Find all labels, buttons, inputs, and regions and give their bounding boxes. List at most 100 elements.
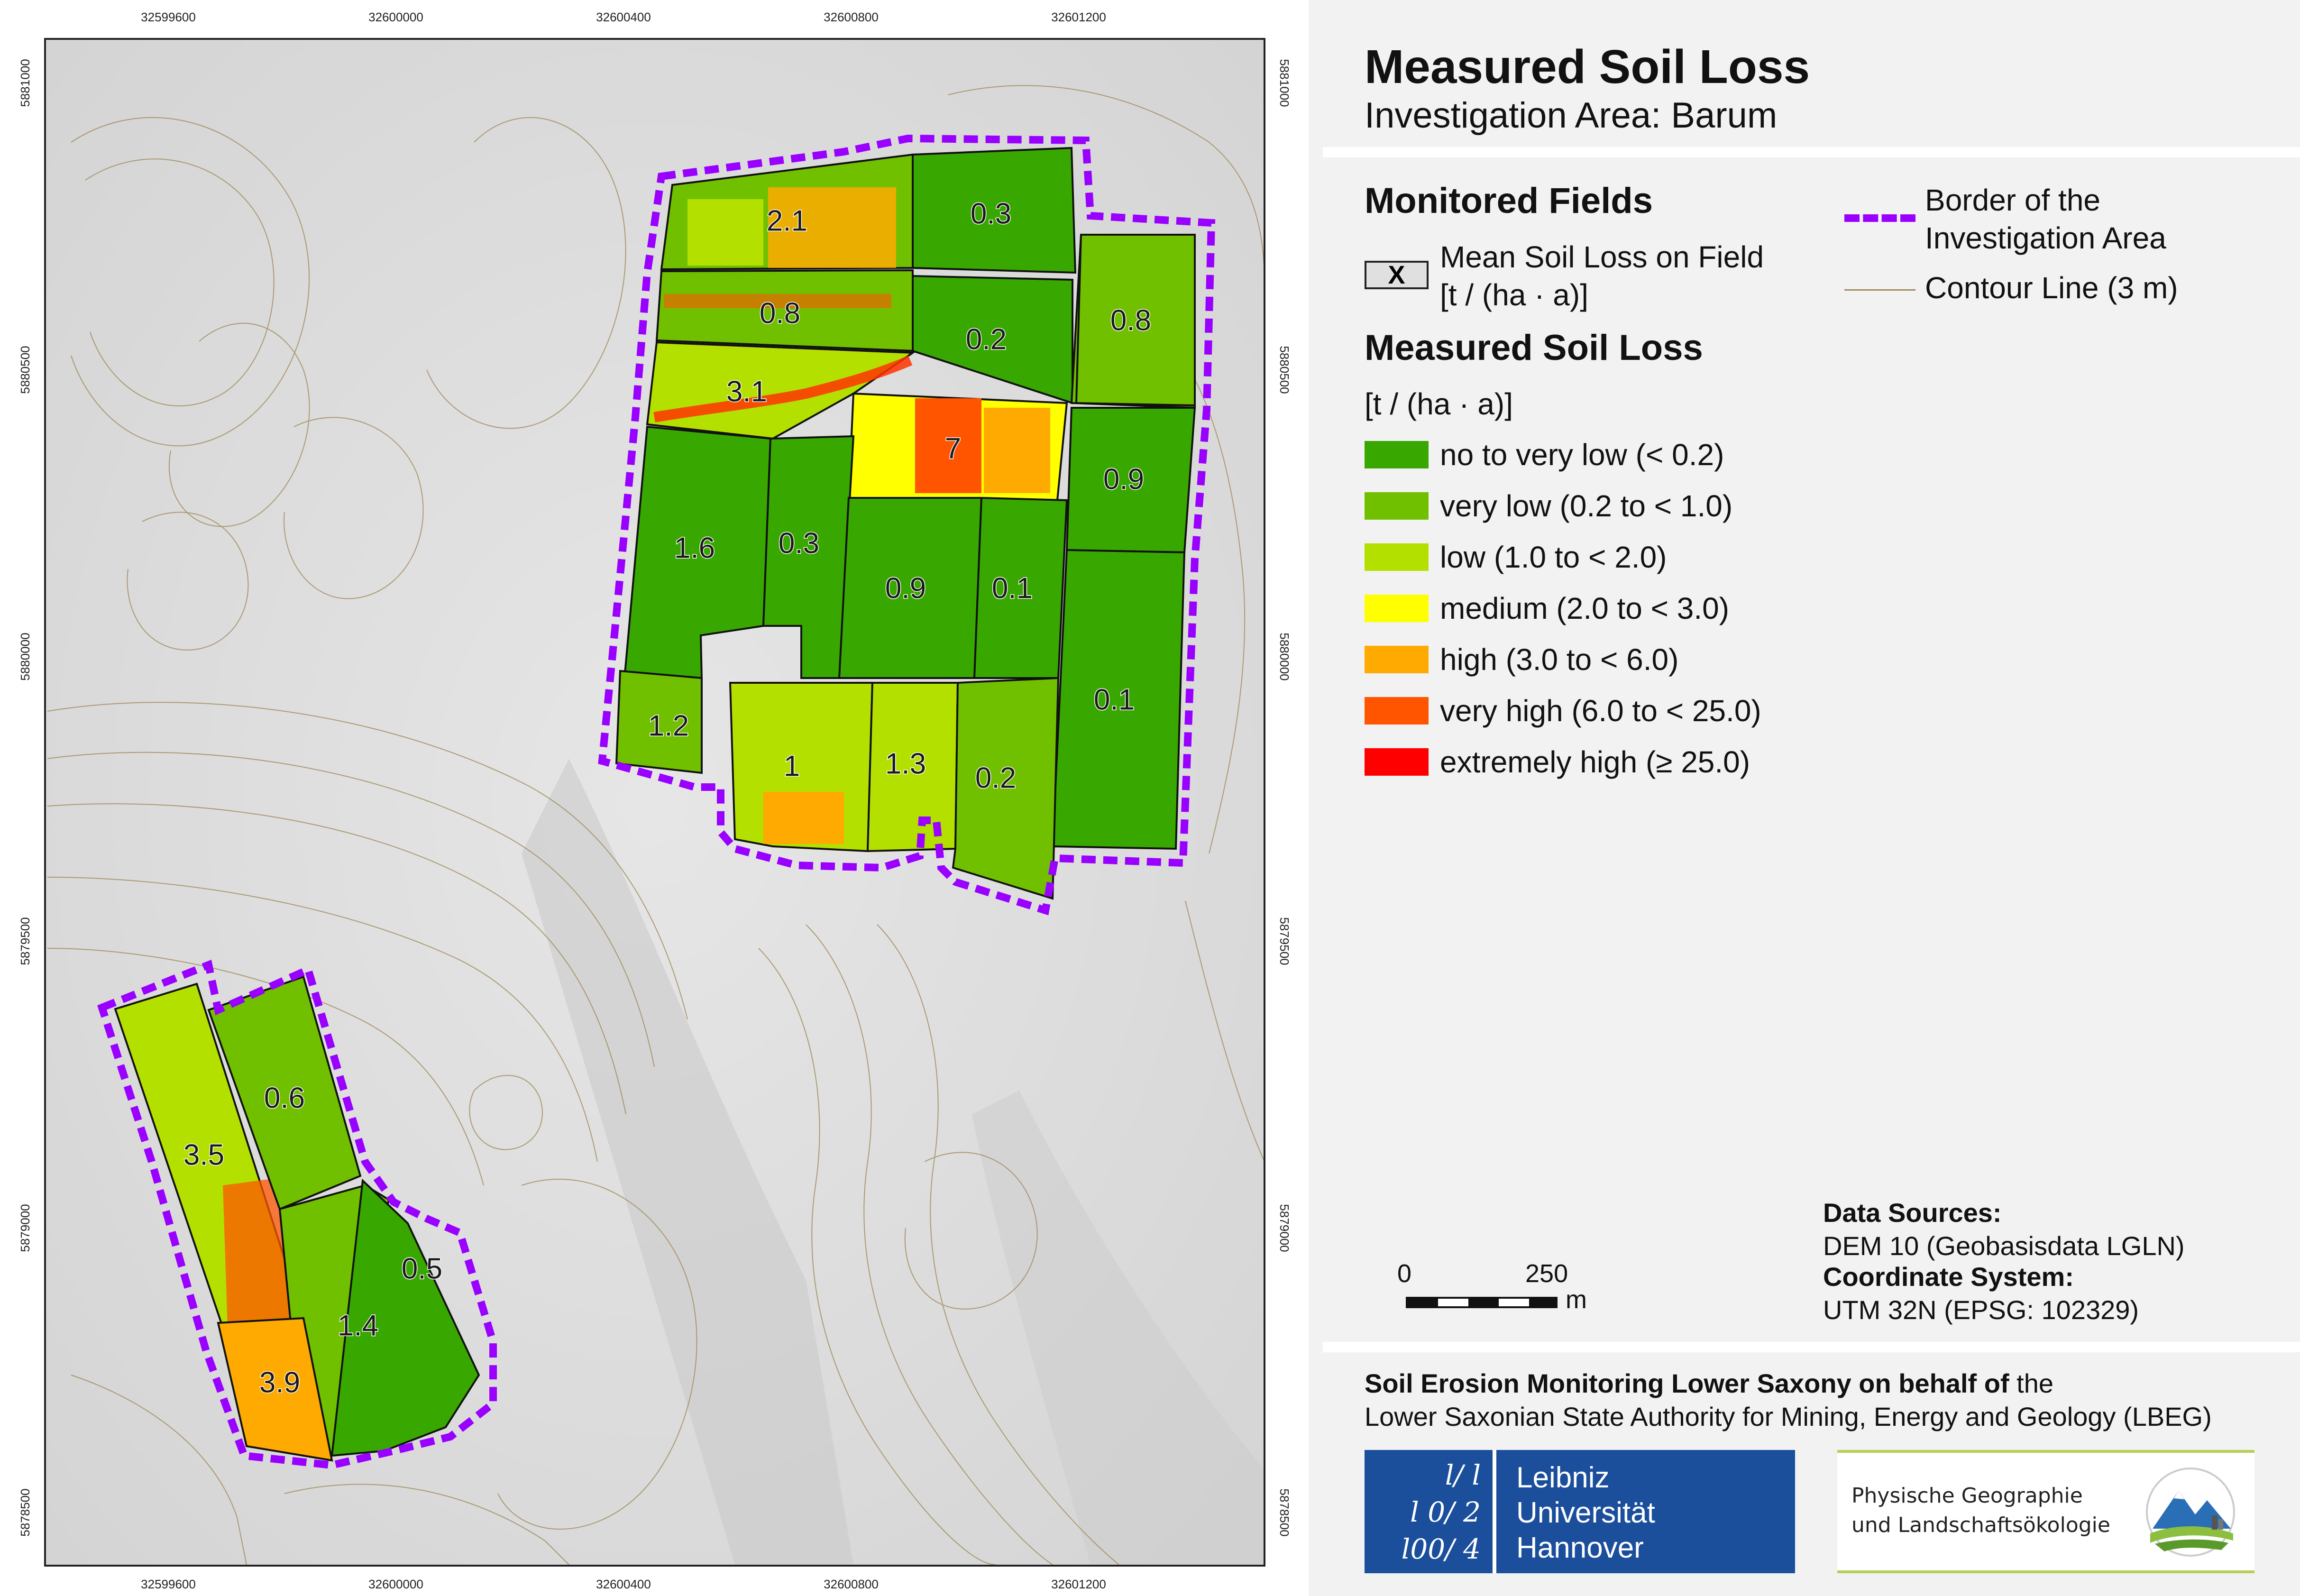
- field-label: 0.6: [264, 1082, 305, 1114]
- contour-line: [71, 1375, 247, 1565]
- border-legend-symbol: [1844, 214, 1915, 222]
- field-label: 0.8: [1110, 304, 1151, 337]
- map-frame[interactable]: 2.1 0.3 0.8 0.2 0.8 3.1 7 0.9 1.6 0.3 0.…: [0, 0, 1309, 1596]
- field-hotspot: [915, 398, 981, 493]
- scale-bar-start: 0: [1397, 1259, 1412, 1288]
- contour-lines: [47, 85, 1265, 1565]
- contour-line: [284, 417, 424, 599]
- class-label: very low (0.2 to < 1.0): [1440, 489, 1733, 523]
- class-swatch: [1365, 543, 1429, 571]
- field-polygon[interactable]: [615, 670, 703, 774]
- soil-loss-unit: [t / (ha · a)]: [1365, 387, 1513, 421]
- logo-divider: [1493, 1450, 1496, 1573]
- y-tick-label: 5881000: [18, 59, 32, 107]
- y-tick-label: 5879500: [18, 917, 32, 965]
- field-polygon[interactable]: [646, 341, 916, 440]
- scale-bar: [1406, 1297, 1558, 1308]
- field-hotspot: [763, 792, 844, 844]
- x-tick-label: 32601200: [1051, 1577, 1106, 1591]
- field-label: 0.2: [975, 761, 1016, 794]
- class-label: extremely high (≥ 25.0): [1440, 745, 1750, 779]
- x-tick-label: 32600800: [824, 10, 879, 24]
- coordinate-ticks: 32599600 32600000 32600400 32600800 3260…: [18, 10, 1292, 1591]
- contour-line: [1185, 900, 1265, 1162]
- class-swatch: [1365, 697, 1429, 725]
- contour-legend-symbol: [1844, 289, 1915, 291]
- border-legend-label: Border of the: [1925, 183, 2100, 217]
- leibniz-university-logo[interactable]: l/ l l 0/ 2 l00/ 4 Leibniz Universität H…: [1365, 1450, 1795, 1573]
- map-title: Measured Soil Loss: [1365, 40, 1810, 93]
- map-subtitle: Investigation Area: Barum: [1365, 95, 1778, 136]
- logo-glyph-row: l/ l: [1445, 1459, 1481, 1491]
- logo-text-line: Leibniz: [1516, 1461, 1610, 1494]
- field-hotspot: [664, 294, 891, 308]
- contour-line: [904, 1152, 1038, 1310]
- field-polygon[interactable]: [217, 1317, 333, 1462]
- south-field-group: [114, 975, 480, 1462]
- y-tick-label: 5880000: [1277, 633, 1292, 680]
- logo-text-line: Hannover: [1516, 1532, 1644, 1564]
- field-label: 1.6: [674, 532, 715, 564]
- class-swatch: [1365, 748, 1429, 776]
- field-label: 0.1: [1094, 683, 1135, 716]
- credit-line-2: Lower Saxonian State Authority for Minin…: [1365, 1402, 2212, 1431]
- field-polygon[interactable]: [762, 435, 855, 679]
- contour-line: [877, 924, 1119, 1565]
- logo-text-line: Universität: [1516, 1496, 1655, 1529]
- class-swatch: [1365, 595, 1429, 622]
- field-label: 1.4: [338, 1309, 378, 1342]
- scale-bar-end: 250: [1525, 1259, 1568, 1288]
- contour-line: [47, 948, 484, 1186]
- field-polygon[interactable]: [1075, 234, 1196, 407]
- x-tick-label: 32600400: [596, 1577, 651, 1591]
- contour-line: [758, 948, 996, 1565]
- field-polygon[interactable]: [952, 677, 1060, 900]
- contour-line: [85, 158, 275, 406]
- field-label: 3.9: [259, 1366, 300, 1399]
- soil-loss-map[interactable]: 2.1 0.3 0.8 0.2 0.8 3.1 7 0.9 1.6 0.3 0.…: [0, 0, 1309, 1596]
- logo-text-line: und Landschaftsökologie: [1851, 1513, 2110, 1537]
- logo-glyph-row: l 0/ 2: [1410, 1496, 1481, 1528]
- field-label: 3.1: [726, 375, 767, 408]
- y-tick-label: 5879000: [18, 1204, 32, 1252]
- contour-line: [948, 85, 1265, 285]
- mean-soil-loss-label: Mean Soil Loss on Field: [1440, 240, 1764, 274]
- erosion-rill: [653, 355, 913, 422]
- mountain-globe-icon: [2146, 1468, 2235, 1557]
- field-hotspot: [984, 408, 1050, 493]
- physical-geography-logo[interactable]: Physische Geographie und Landschaftsökol…: [1837, 1450, 2254, 1573]
- y-tick-label: 5881000: [1277, 59, 1292, 107]
- contour-line: [47, 752, 655, 1067]
- field-labels: 2.1 0.3 0.8 0.2 0.8 3.1 7 0.9 1.6 0.3 0.…: [183, 197, 1152, 1400]
- contour-line: [1161, 331, 1246, 854]
- field-polygon[interactable]: [912, 147, 1077, 274]
- south-border: [97, 960, 497, 1469]
- panel-separator: [1323, 147, 2300, 157]
- pg-logo-text: Physische Geographie und Landschaftsökol…: [1851, 1481, 2110, 1540]
- y-tick-label: 5878500: [1277, 1488, 1292, 1536]
- border-legend-label: Investigation Area: [1925, 221, 2166, 255]
- mean-soil-loss-symbol: X: [1365, 261, 1429, 289]
- hillshade-valley: [522, 759, 853, 1565]
- x-tick-label: 32600800: [824, 1577, 879, 1591]
- contour-line: [47, 702, 688, 1020]
- crs-heading: Coordinate System:: [1823, 1262, 2074, 1292]
- credit-rest: the: [2009, 1368, 2053, 1398]
- x-tick-label: 32599600: [141, 1577, 196, 1591]
- x-tick-label: 32600400: [596, 10, 651, 24]
- leibniz-logo-text: Leibniz Universität Hannover: [1516, 1460, 1655, 1566]
- class-swatch: [1365, 492, 1429, 520]
- field-label: 0.9: [1103, 463, 1144, 495]
- contour-line: [127, 512, 249, 651]
- y-tick-label: 5880500: [1277, 346, 1292, 394]
- field-label: 1: [784, 750, 800, 782]
- logo-text-line: Physische Geographie: [1851, 1484, 2083, 1508]
- field-label: 2.1: [767, 204, 807, 237]
- data-sources-heading: Data Sources:: [1823, 1198, 2002, 1228]
- x-tick-label: 32601200: [1051, 10, 1106, 24]
- class-label: low (1.0 to < 2.0): [1440, 540, 1667, 574]
- field-hotspot: [768, 187, 896, 268]
- contour-line: [284, 1484, 569, 1565]
- field-hotspot: [687, 199, 763, 266]
- map-neatline: [44, 38, 1265, 1567]
